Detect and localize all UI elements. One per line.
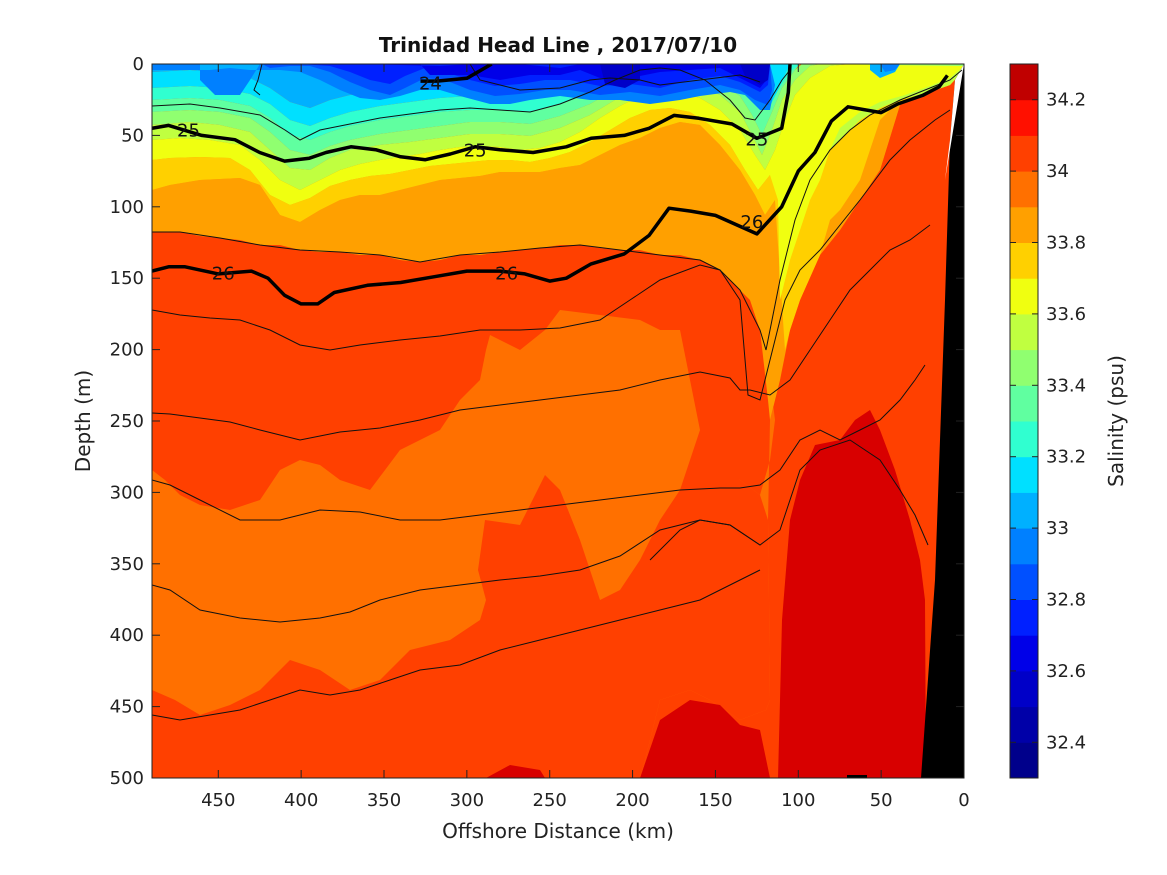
x-tick-label: 450 <box>201 790 235 811</box>
x-axis-label: Offshore Distance (km) <box>442 819 674 843</box>
colorbar-swatch <box>1010 599 1038 636</box>
colorbar-swatch <box>1010 135 1038 172</box>
colorbar-tick-label: 33.2 <box>1046 447 1086 468</box>
colorbar-swatch <box>1010 492 1038 529</box>
x-tick-label: 300 <box>450 790 484 811</box>
x-axis: 450 400 350 300 250 200 150 100 50 0 <box>201 64 970 811</box>
y-axis: 0 50 100 150 200 250 300 350 400 450 500 <box>110 54 964 789</box>
contour-label: 26 <box>212 263 235 284</box>
colorbar-frame <box>1009 63 1039 779</box>
colorbar-tick-label: 34 <box>1046 161 1069 182</box>
colorbar-swatch <box>1010 242 1038 279</box>
bottom-marker <box>847 775 867 778</box>
salinity-band-34-2 <box>486 410 926 778</box>
y-tick-label: 350 <box>110 554 144 575</box>
colorbar-tick-label: 33 <box>1046 518 1069 539</box>
colorbar-swatch <box>1010 635 1038 672</box>
salinity-band-32-5 <box>600 64 770 88</box>
y-tick-label: 200 <box>110 340 144 361</box>
colorbar-swatch <box>1010 99 1038 136</box>
salinity-band-32-6 <box>360 64 770 88</box>
density-contour-25 <box>152 64 792 163</box>
x-tick-label: 150 <box>698 790 732 811</box>
y-tick-label: 100 <box>110 197 144 218</box>
x-tick-label: 250 <box>533 790 567 811</box>
y-tick-label: 400 <box>110 625 144 646</box>
colorbar-swatch <box>1010 206 1038 243</box>
thin-contours <box>152 64 963 721</box>
colorbar-swatch <box>1010 313 1038 351</box>
y-tick-label: 150 <box>110 268 144 289</box>
salinity-band-33-4 <box>152 64 964 170</box>
contour-label: 25 <box>745 129 768 150</box>
colorbar-tick-label: 32.4 <box>1046 732 1086 753</box>
contour-label: 25 <box>464 141 487 162</box>
x-tick-label: 400 <box>284 790 318 811</box>
colorbar-swatch <box>1010 171 1038 208</box>
salinity-band-33-8 <box>152 64 964 420</box>
y-axis-label: Depth (m) <box>71 370 95 472</box>
salinity-band-33-5 <box>152 64 964 190</box>
colorbar-swatch <box>1010 563 1038 600</box>
contour-label: 26 <box>740 212 763 233</box>
density-contour-26 <box>152 74 949 306</box>
colorbar-tick-label: 32.8 <box>1046 590 1086 611</box>
x-tick-label: 200 <box>615 790 649 811</box>
contour-label: 24 <box>419 74 442 95</box>
colorbar-swatch <box>1010 385 1038 422</box>
x-tick-label: 100 <box>781 790 815 811</box>
y-tick-label: 500 <box>110 768 144 789</box>
plot-area: 24 25 25 25 26 26 26 <box>152 64 964 778</box>
colorbar-swatch <box>1010 706 1038 743</box>
density-contour-24 <box>420 64 493 83</box>
contour-label: 25 <box>177 121 200 142</box>
colorbar-label: Salinity (psu) <box>1104 355 1128 487</box>
colorbar-swatch <box>1010 528 1038 565</box>
colorbar-swatch <box>1010 421 1038 458</box>
x-tick-label: 350 <box>367 790 401 811</box>
colorbar-tick-label: 32.6 <box>1046 661 1086 682</box>
contour-label: 26 <box>495 263 518 284</box>
colorbar-swatch <box>1010 670 1038 708</box>
y-tick-label: 0 <box>133 54 144 75</box>
y-tick-label: 450 <box>110 697 144 718</box>
y-tick-label: 50 <box>121 125 144 146</box>
colorbar-swatch <box>1010 456 1038 493</box>
y-tick-label: 300 <box>110 482 144 503</box>
colorbar-tick-label: 33.6 <box>1046 304 1086 325</box>
seafloor-mask <box>921 64 964 778</box>
colorbar-swatch <box>1010 64 1038 101</box>
salinity-band-33-2 <box>152 64 800 140</box>
colorbar-tick-label: 33.8 <box>1046 233 1086 254</box>
colorbar-swatch <box>1010 349 1038 386</box>
colorbar-ticks: 32.4 32.6 32.8 33 33.2 33.4 33.6 33.8 34 34.2 <box>1010 90 1086 753</box>
y-tick-label: 250 <box>110 411 144 432</box>
salinity-band-33-6 <box>152 64 964 300</box>
seafloor-edge-white <box>945 64 964 180</box>
colorbar-swatch <box>1010 278 1038 315</box>
chart-title: Trinidad Head Line , 2017/07/10 <box>379 33 737 57</box>
colorbar-swatch <box>1010 742 1038 779</box>
colorbar <box>1010 64 1038 779</box>
colorbar-tick-label: 33.4 <box>1046 375 1086 396</box>
colorbar-tick-label: 34.2 <box>1046 90 1086 111</box>
x-tick-label: 0 <box>958 790 969 811</box>
x-tick-label: 50 <box>870 790 893 811</box>
density-contours: 24 25 25 25 26 26 26 <box>152 64 949 306</box>
salinity-band-34-1 <box>152 410 770 778</box>
